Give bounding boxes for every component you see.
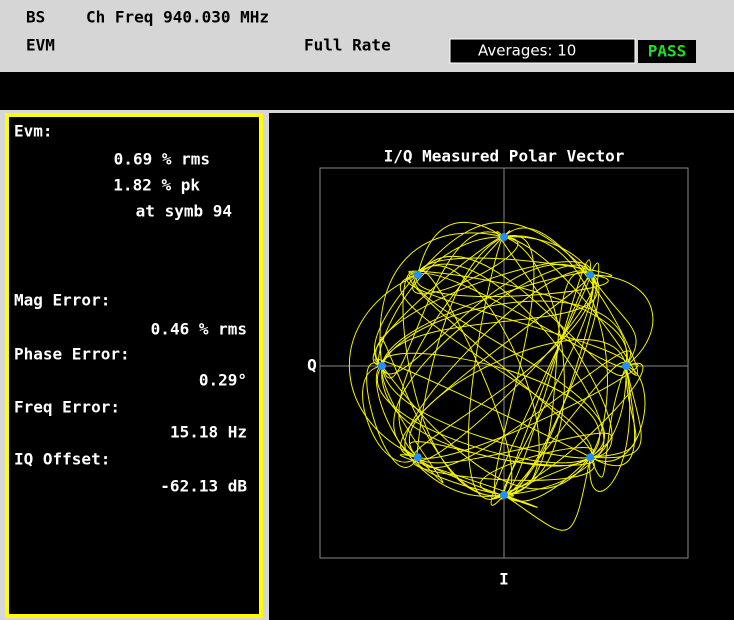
averages: Averages: 10 [478,42,576,60]
result-label: Freq Error: [14,398,120,417]
result-value: 0.46 % rms [151,320,247,339]
result-label: IQ Offset: [14,450,110,469]
result-value: -62.13 dB [160,477,247,496]
symbol-point [500,491,508,499]
measurement: EVM [26,36,55,55]
trajectory [362,262,646,531]
symbol-point [413,453,422,462]
standard: BS [26,8,45,27]
result-value: 0.29° [199,371,247,390]
plot-title: I/Q Measured Polar Vector [384,147,625,166]
status: PASS [648,42,687,61]
status-box [638,40,696,63]
averages-box [449,38,636,64]
results-panel [5,113,263,618]
trajectory [374,221,612,499]
symbol-point [586,453,595,462]
symbol-point [378,362,386,370]
result-label: Evm: [14,122,53,141]
rate: Full Rate [304,36,391,55]
trajectory [366,231,637,490]
symbol-point [586,270,595,279]
result-value: 0.69 % rms [114,150,210,169]
constellation [378,233,630,499]
result-value: 15.18 Hz [170,423,247,442]
channel-freq: Ch Freq 940.030 MHz [86,8,269,27]
result-value: at symb 94 [136,202,232,221]
message-bar [0,72,734,110]
result-label: Mag Error: [14,291,110,310]
result-value: 1.82 % pk [113,176,200,195]
symbol-point [413,270,422,279]
x-axis-label: I [499,570,509,589]
symbol-point [500,233,508,241]
y-axis-label: Q [307,356,317,375]
symbol-point [622,362,630,370]
result-label: Phase Error: [14,345,130,364]
